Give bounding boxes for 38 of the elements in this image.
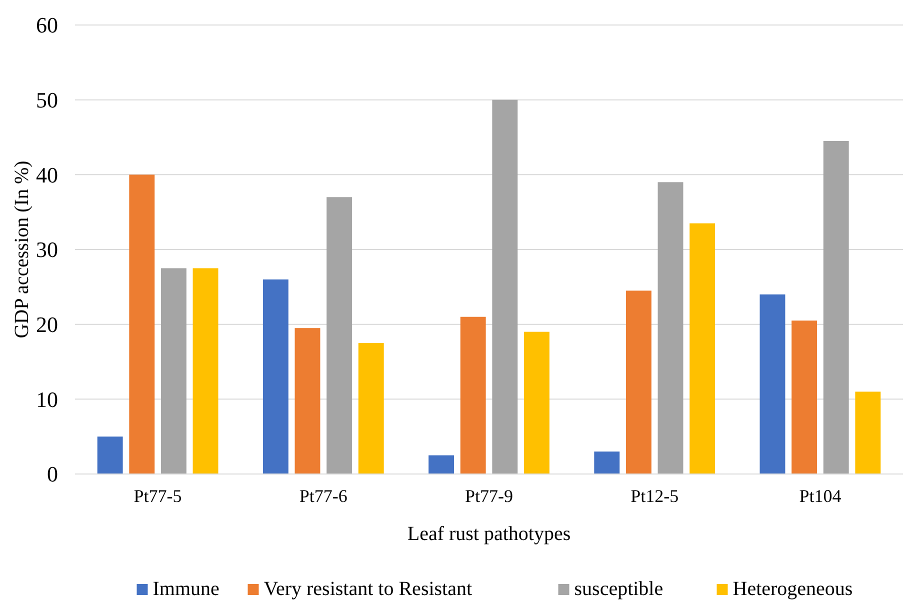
y-tick-label: 40 [36,162,58,188]
bar [97,436,123,474]
bar [855,392,881,474]
bar [129,174,155,474]
y-axis-title: GDP accession (In %) [11,160,33,338]
bar [524,332,550,474]
y-tick-label: 60 [36,12,58,38]
bar [460,316,486,474]
x-tick-label: Pt12-5 [630,486,679,506]
x-tick-label: Pt104 [799,486,842,506]
bar [262,279,288,474]
x-tick-label: Pt77-9 [464,486,514,506]
bar [326,197,352,474]
bar [626,290,652,474]
y-tick-label: 30 [36,237,58,262]
x-tick-label: Pt77-5 [134,486,182,506]
bar [160,268,186,474]
bar [358,343,384,474]
bar [594,452,620,474]
bar [792,320,818,474]
bar [690,223,716,474]
legend-label: susceptible [574,578,664,600]
legend-label: Very resistant to Resistant [264,578,472,600]
y-tick-label: 50 [36,88,58,113]
legend-label: Immune [152,578,220,600]
bar [823,140,849,474]
bar [192,268,218,474]
x-tick-label: Pt77-6 [299,486,348,506]
y-tick-label: 10 [36,386,58,412]
x-axis-title: Leaf rust pathotypes [407,523,571,545]
bar [760,294,786,474]
y-tick-label: 20 [36,312,58,338]
legend-label: Heterogeneous [732,578,853,600]
bar [658,182,684,474]
bar [294,328,320,474]
bar [492,100,518,474]
y-tick-label: 0 [47,462,58,487]
bar [428,455,454,474]
